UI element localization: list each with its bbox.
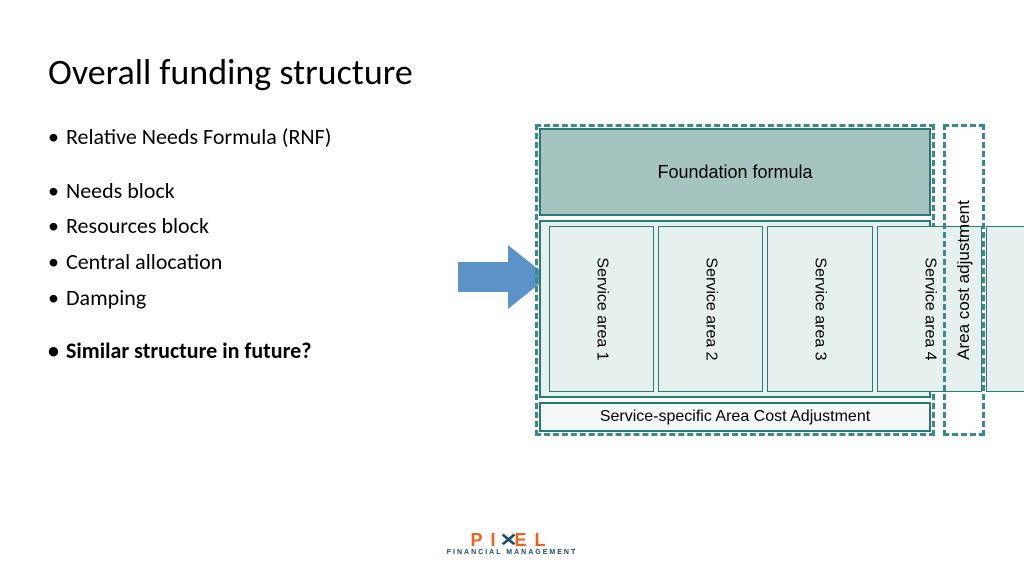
foundation-box: Foundation formula	[539, 128, 931, 216]
service-cell: Service area 2	[658, 226, 763, 392]
bottom-bar: Service-specific Area Cost Adjustment	[539, 402, 931, 432]
list-item: Similar structure in future?	[48, 336, 448, 366]
bullet-list: Relative Needs Formula (RNF) Needs block…	[48, 122, 448, 372]
list-item: Central allocation	[48, 247, 448, 277]
list-item: Resources block	[48, 211, 448, 241]
right-label: Area cost adjustment	[954, 200, 974, 360]
list-item: Relative Needs Formula (RNF)	[48, 122, 448, 152]
service-label: Service area 1	[593, 257, 611, 360]
list-item: Needs block	[48, 176, 448, 206]
logo: PI✕EL FINANCIAL MANAGEMENT	[0, 530, 1024, 556]
right-dashed-box: Area cost adjustment	[943, 124, 985, 436]
funding-diagram: Foundation formula Service area 1 Servic…	[535, 124, 985, 444]
service-label: Service area 4	[920, 257, 938, 360]
service-cell: Service area 5	[986, 226, 1024, 392]
logo-text: PI✕EL	[0, 530, 1024, 551]
service-label: Service area 2	[702, 257, 720, 360]
logo-x-icon: ✕	[500, 530, 518, 551]
slide-title: Overall funding structure	[48, 50, 976, 94]
service-cell: Service area 3	[767, 226, 872, 392]
list-item: Damping	[48, 283, 448, 313]
services-row: Service area 1 Service area 2 Service ar…	[539, 220, 931, 398]
logo-right: EL	[515, 530, 554, 550]
service-cell: Service area 1	[549, 226, 654, 392]
service-label: Service area 3	[811, 257, 829, 360]
